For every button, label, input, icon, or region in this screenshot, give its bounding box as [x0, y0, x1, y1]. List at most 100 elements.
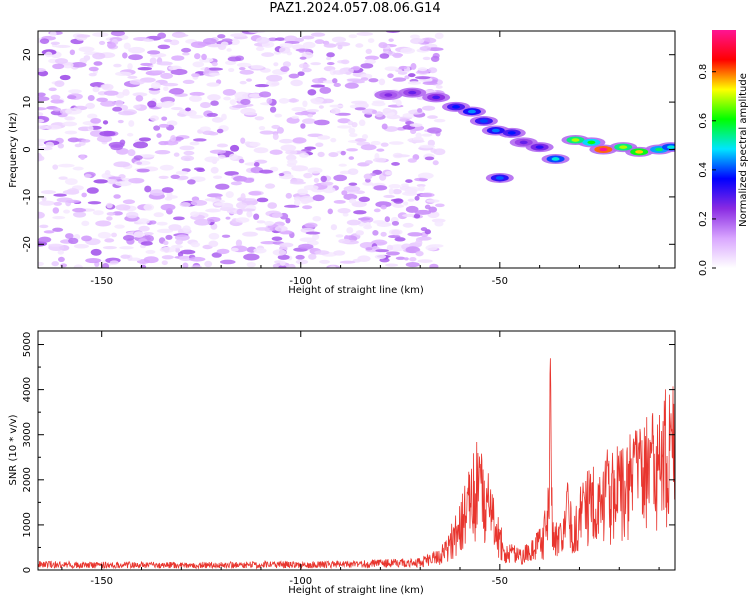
heatmap-cell: [421, 133, 433, 137]
heatmap-cell: [348, 34, 358, 39]
heatmap-cell: [193, 138, 207, 142]
heatmap-cell: [346, 219, 361, 226]
heatmap-cell: [244, 112, 258, 116]
heatmap-cell: [149, 57, 157, 65]
colorbar: 0.0 0.2 0.4 0.6 0.8 Normalized spectral ampl…: [698, 30, 749, 276]
heatmap-cell: [422, 81, 438, 85]
heatmap-cell: [140, 62, 153, 66]
heatmap-cell: [236, 208, 243, 215]
heatmap-cell: [343, 193, 358, 201]
heatmap-cell: [163, 240, 169, 246]
colorbar-tick-label: 0.0: [698, 260, 709, 276]
heatmap-cell: [227, 56, 242, 62]
heatmap-cell: [424, 156, 435, 161]
heatmap-cell: [380, 205, 387, 210]
heatmap-cell: [314, 39, 325, 45]
heatmap-cell: [248, 93, 261, 98]
heatmap-cell: [79, 154, 86, 160]
heatmap-cell: [40, 190, 57, 195]
figure-title: PAZ1.2024.057.08.06.G14: [269, 1, 441, 16]
heatmap-cell: [409, 123, 423, 128]
heatmap-cell: [405, 246, 420, 254]
heatmap-cell: [332, 78, 338, 84]
heatmap-cell: [380, 231, 387, 237]
heatmap-cell: [312, 216, 322, 222]
heatmap-cell: [301, 67, 312, 73]
heatmap-cell: [417, 67, 428, 72]
heatmap-cell: [228, 67, 235, 73]
heatmap-cell: [59, 74, 71, 81]
heatmap-cell: [239, 69, 254, 75]
heatmap-cell: [355, 43, 364, 48]
heatmap-cell: [407, 81, 422, 85]
heatmap-cell: [53, 193, 67, 197]
heatmap-cell: [207, 208, 217, 213]
snr-panel: -150 -100 -50 0 1000 2000 3000 4000 5000 Height…: [8, 330, 676, 596]
heatmap-cell: [199, 126, 211, 132]
heatmap-cell: [291, 165, 309, 172]
heatmap-cell: [160, 72, 173, 79]
heatmap-cell: [225, 191, 234, 199]
heatmap-cell: [183, 109, 197, 117]
x-tick-label: -150: [90, 576, 113, 587]
heatmap-cell: [229, 144, 240, 152]
heatmap-cell: [400, 47, 416, 54]
heatmap-cell: [310, 32, 326, 37]
heatmap-cell: [419, 46, 432, 51]
heatmap-cell: [104, 169, 111, 176]
heatmap-cell: [351, 65, 361, 71]
heatmap-cell: [364, 55, 379, 61]
heatmap-cell: [52, 227, 64, 232]
heatmap-cell: [327, 208, 333, 215]
heatmap-cell: [395, 256, 406, 260]
heatmap-cell: [310, 97, 324, 103]
heatmap-cell: [434, 32, 444, 40]
heatmap-cell: [358, 119, 366, 127]
heatmap-cell: [115, 71, 132, 76]
heatmap-cell: [418, 185, 425, 192]
heatmap-cell: [258, 126, 266, 131]
snr-series-line: [38, 358, 675, 570]
heatmap-cell: [189, 95, 202, 102]
heatmap-cell: [329, 265, 336, 268]
ridge-core: [667, 145, 675, 149]
heatmap-cell: [194, 53, 201, 60]
heatmap-cell: [225, 216, 231, 220]
heatmap-cell: [306, 240, 319, 246]
heatmap-cell: [365, 247, 373, 251]
heatmap-cell: [50, 94, 61, 101]
heatmap-cell: [52, 207, 60, 214]
heatmap-cell: [153, 125, 161, 131]
heatmap-cell: [109, 260, 119, 265]
ridge-core: [551, 157, 560, 161]
heatmap-cell: [326, 52, 335, 58]
heatmap-cell: [128, 46, 145, 54]
heatmap-cell: [128, 54, 143, 61]
heatmap-cell: [346, 227, 354, 234]
heatmap-cell: [386, 244, 394, 251]
heatmap-cell: [243, 253, 260, 261]
heatmap-cell: [304, 222, 318, 228]
heatmap-cell: [339, 260, 356, 264]
heatmap-cell: [368, 78, 379, 83]
heatmap-cell: [363, 173, 373, 180]
heatmap-cell: [201, 53, 207, 61]
heatmap-cell: [210, 166, 219, 174]
heatmap-cell: [149, 115, 159, 122]
heatmap-cell: [127, 75, 138, 79]
heatmap-cell: [161, 260, 168, 266]
heatmap-cell: [52, 63, 65, 70]
heatmap-cell: [93, 179, 109, 184]
heatmap-cell: [161, 255, 174, 260]
heatmap-cell: [429, 263, 439, 268]
heatmap-cell: [57, 143, 64, 149]
y-tick-label: 4000: [22, 377, 33, 402]
heatmap-cell: [97, 231, 112, 239]
heatmap-cell: [221, 113, 227, 121]
heatmap-cell: [417, 259, 433, 263]
heatmap-cell: [85, 102, 96, 109]
heatmap-cell: [158, 123, 169, 128]
heatmap-cell: [414, 177, 428, 182]
heatmap-cell: [127, 149, 136, 157]
heatmap-cell: [264, 183, 276, 189]
